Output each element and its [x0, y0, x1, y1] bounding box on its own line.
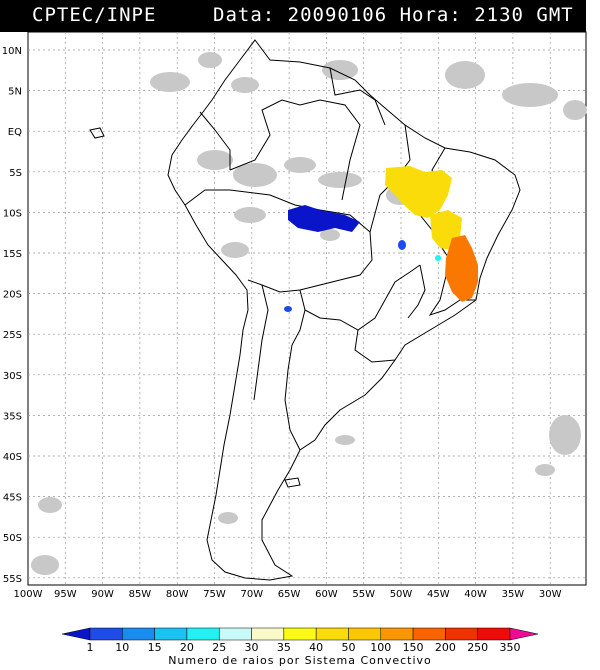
continent-outline — [89, 39, 521, 581]
lat-label: 10N — [2, 46, 22, 57]
colorbar-label: 150 — [403, 641, 424, 654]
lon-label: 80W — [166, 589, 189, 600]
colorbar-swatch — [89, 627, 123, 641]
lat-label: 10S — [3, 208, 22, 219]
lon-label: 90W — [91, 589, 114, 600]
lon-label: 45W — [427, 589, 450, 600]
colorbar-swatch — [251, 627, 285, 641]
colorbar-swatch — [122, 627, 155, 641]
lon-label: 75W — [203, 589, 226, 600]
colorbar-label: 40 — [309, 641, 323, 654]
lat-label: 35S — [3, 411, 22, 422]
colorbar-label: 50 — [341, 641, 355, 654]
lat-label: 55S — [3, 574, 22, 585]
latitude-labels: 10N 5N EQ 5S 10S 15S 20S 25S 30S 35S 40S 45S 50S 55S — [2, 46, 22, 585]
gridlines — [28, 32, 586, 585]
lon-label: 40W — [464, 589, 487, 600]
lon-label: 100W — [14, 589, 43, 600]
lat-label: 30S — [3, 371, 22, 382]
lightning-systems — [284, 166, 478, 312]
datetime-label: Data: 20090106 Hora: 2130 GMT — [213, 4, 574, 26]
colorbar-swatch — [380, 627, 414, 641]
cloud-cover — [31, 52, 587, 575]
colorbar-label: 1 — [87, 641, 94, 654]
colorbar-swatch — [154, 627, 188, 641]
map-frame — [27, 31, 587, 586]
colorbar-label: 200 — [435, 641, 456, 654]
colorbar-swatch — [348, 627, 382, 641]
source-label: CPTEC/INPE — [32, 4, 157, 26]
colorbar-labels: 1 10 15 20 25 30 35 40 50 100 150 200 250 350 — [87, 641, 521, 654]
lon-label: 35W — [502, 589, 525, 600]
lon-label: 95W — [54, 589, 77, 600]
colorbar — [61, 627, 539, 641]
lat-label: 50S — [3, 533, 22, 544]
colorbar-label: 10 — [115, 641, 129, 654]
lat-label: 5S — [9, 168, 22, 179]
colorbar-title: Numero de raios por Sistema Convectivo — [168, 654, 432, 667]
lon-label: 50W — [390, 589, 413, 600]
lat-label: 45S — [3, 493, 22, 504]
colorbar-swatch — [445, 627, 478, 641]
lon-label: 65W — [278, 589, 301, 600]
lon-label: 30W — [539, 589, 562, 600]
lat-label: 40S — [3, 452, 22, 463]
lat-label: 25S — [3, 330, 22, 341]
lon-label: 60W — [315, 589, 338, 600]
lat-label: EQ — [8, 127, 22, 138]
colorbar-label: 20 — [180, 641, 194, 654]
colorbar-label: 35 — [277, 641, 291, 654]
lat-label: 20S — [3, 290, 22, 301]
lon-label: 85W — [129, 589, 152, 600]
colorbar-swatch — [283, 627, 317, 641]
colorbar-label: 30 — [245, 641, 259, 654]
lon-label: 70W — [240, 589, 263, 600]
storm-cell — [288, 205, 360, 232]
colorbar-swatch — [412, 627, 446, 641]
lat-label: 5N — [8, 87, 22, 98]
colorbar-swatch — [477, 627, 511, 641]
colorbar-arrow-left — [61, 627, 91, 641]
colorbar-label: 100 — [370, 641, 391, 654]
colorbar-label: 350 — [500, 641, 521, 654]
colorbar-swatch — [218, 627, 252, 641]
lat-label: 15S — [3, 249, 22, 260]
longitude-labels: 100W 95W 90W 85W 80W 75W 70W 65W 60W 55W 50W 45W 40W… — [14, 589, 562, 600]
colorbar-label: 25 — [212, 641, 226, 654]
colorbar-swatch — [186, 627, 220, 641]
colorbar-arrow-right — [509, 627, 539, 641]
map-header: CPTEC/INPE Data: 20090106 Hora: 2130 GMT — [0, 0, 586, 32]
colorbar-swatch — [315, 627, 349, 641]
storm-cell — [445, 235, 478, 302]
colorbar-label: 15 — [148, 641, 162, 654]
storm-cell — [385, 166, 452, 218]
lon-label: 55W — [352, 589, 375, 600]
colorbar-label: 250 — [467, 641, 488, 654]
